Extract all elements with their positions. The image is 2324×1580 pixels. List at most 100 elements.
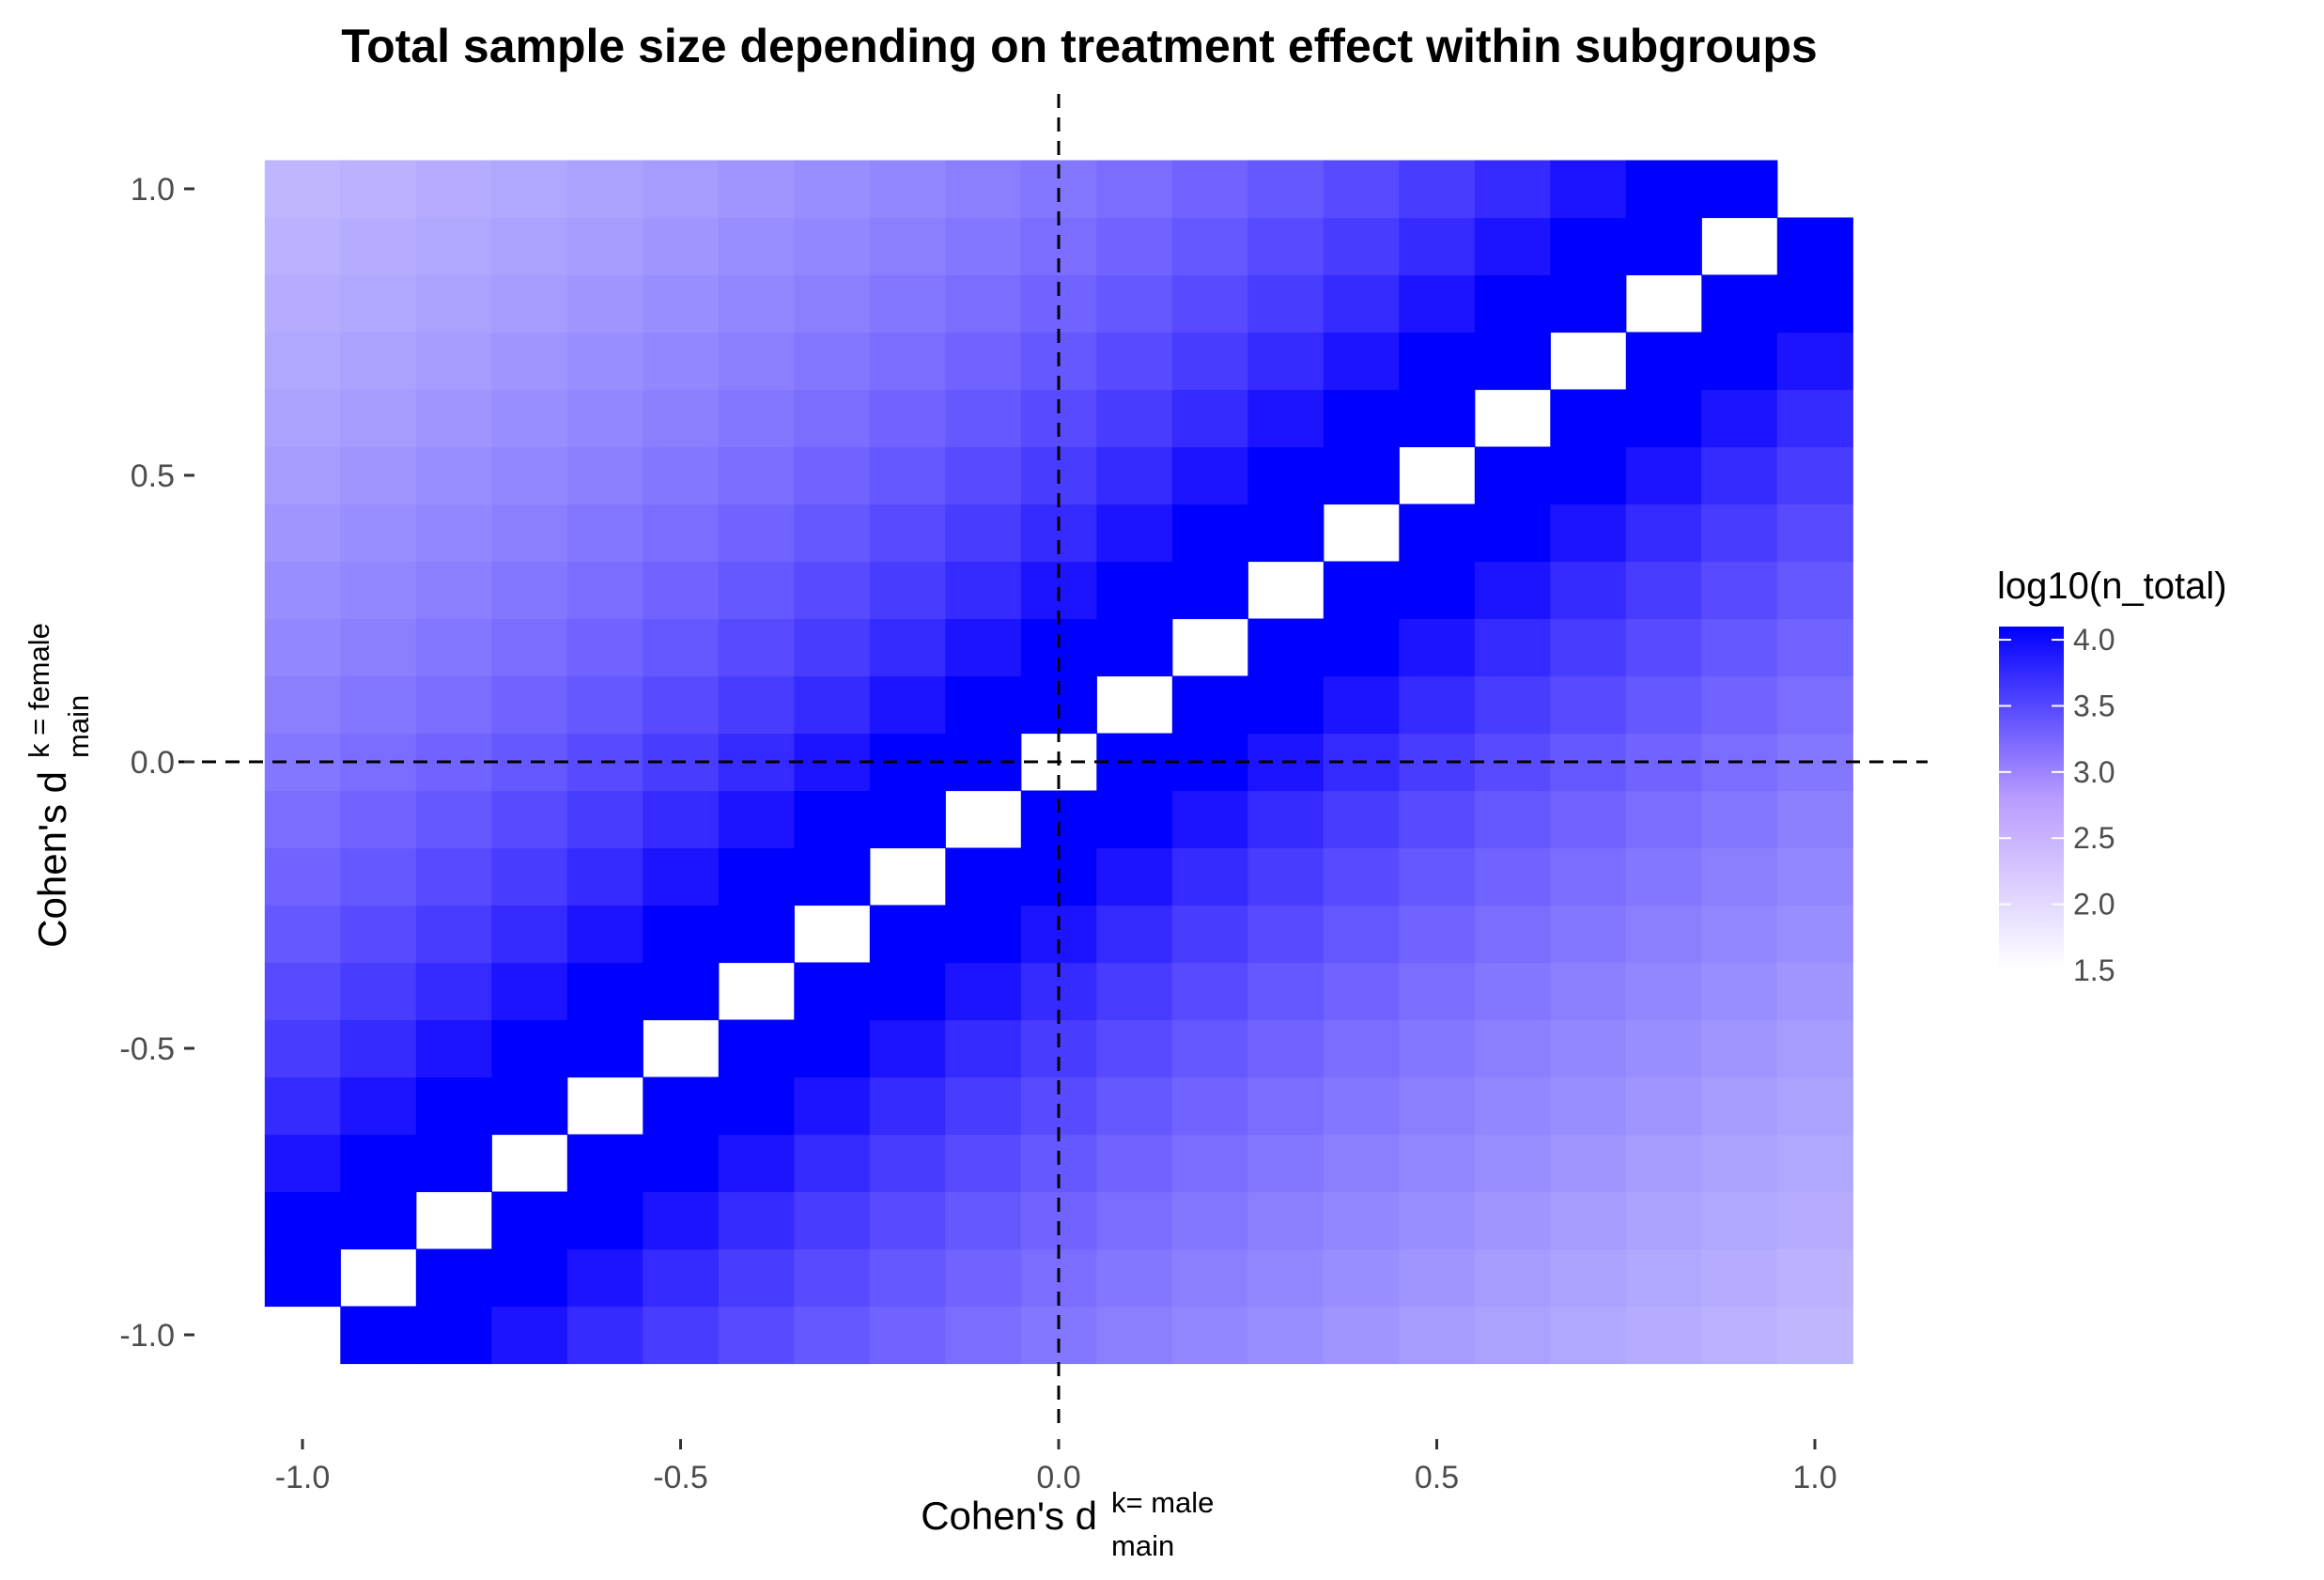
heatmap-cell bbox=[1701, 1248, 1778, 1308]
heatmap-cell bbox=[1550, 1134, 1627, 1193]
heatmap-cell bbox=[340, 1019, 417, 1078]
heatmap-cell bbox=[415, 160, 492, 219]
heatmap-cell bbox=[415, 618, 492, 677]
heatmap-cell bbox=[415, 332, 492, 391]
heatmap-cell bbox=[1474, 675, 1551, 735]
heatmap-cell bbox=[340, 217, 417, 276]
heatmap-cell bbox=[1776, 503, 1853, 563]
x-axis-ticks: -1.0 -0.5 0.0 0.5 1.0 bbox=[275, 1439, 1837, 1495]
heatmap-cell bbox=[491, 1306, 568, 1365]
heatmap-cell bbox=[1625, 1077, 1702, 1136]
heatmap-cell bbox=[264, 1248, 341, 1308]
heatmap-cell bbox=[1474, 332, 1551, 391]
x-tick-label: -1.0 bbox=[275, 1460, 331, 1495]
heatmap-cell bbox=[945, 1019, 1022, 1078]
heatmap-cell bbox=[491, 905, 568, 964]
heatmap-cell bbox=[1323, 389, 1400, 448]
heatmap-cell bbox=[491, 1248, 568, 1308]
heatmap-cell bbox=[1625, 1248, 1702, 1308]
heatmap-cell bbox=[869, 1077, 946, 1136]
heatmap-cell bbox=[945, 217, 1022, 276]
heatmap-cell bbox=[1171, 905, 1248, 964]
legend-colorbar bbox=[1999, 627, 2064, 970]
heatmap-cell bbox=[1776, 217, 1853, 276]
heatmap-cell bbox=[1625, 618, 1702, 677]
heatmap-cell bbox=[794, 503, 871, 563]
heatmap-cell bbox=[1550, 905, 1627, 964]
heatmap-cell bbox=[491, 217, 568, 276]
heatmap-cell bbox=[945, 675, 1022, 735]
heatmap-cell bbox=[869, 618, 946, 677]
heatmap-cell bbox=[643, 1077, 720, 1136]
heatmap-cell bbox=[869, 503, 946, 563]
heatmap-cell bbox=[1701, 1306, 1778, 1365]
heatmap-cell bbox=[945, 1077, 1022, 1136]
heatmap-cell bbox=[264, 389, 341, 448]
heatmap-cell bbox=[340, 618, 417, 677]
heatmap-cell bbox=[340, 1134, 417, 1193]
heatmap-cell bbox=[1171, 217, 1248, 276]
heatmap-cell bbox=[566, 1191, 643, 1250]
heatmap-cell bbox=[1776, 389, 1853, 448]
heatmap-cell bbox=[1701, 675, 1778, 735]
heatmap-cell bbox=[718, 1306, 795, 1365]
heatmap-cell bbox=[1247, 1019, 1325, 1078]
heatmap-cell bbox=[1701, 1134, 1778, 1193]
heatmap-cell bbox=[643, 1248, 720, 1308]
heatmap-cell bbox=[1474, 1306, 1551, 1365]
heatmap-cell bbox=[869, 905, 946, 964]
heatmap-cell bbox=[718, 790, 795, 849]
heatmap-cell bbox=[1701, 1191, 1778, 1250]
heatmap-cell bbox=[1399, 217, 1476, 276]
heatmap-cell bbox=[1399, 274, 1476, 333]
heatmap-cell bbox=[1550, 503, 1627, 563]
legend-tick-label: 4.0 bbox=[2073, 623, 2115, 657]
heatmap-cell bbox=[1625, 561, 1702, 620]
heatmap-cell bbox=[1096, 733, 1173, 792]
heatmap-cell bbox=[1474, 160, 1551, 219]
heatmap-cell bbox=[1399, 675, 1476, 735]
heatmap-cell bbox=[1776, 1077, 1853, 1136]
heatmap-cell bbox=[1323, 332, 1400, 391]
heatmap-cell bbox=[1550, 389, 1627, 448]
heatmap-cell bbox=[1096, 217, 1173, 276]
heatmap-cell bbox=[794, 790, 871, 849]
heatmap-cell bbox=[794, 561, 871, 620]
heatmap-cell bbox=[491, 1191, 568, 1250]
heatmap-cell bbox=[1020, 389, 1097, 448]
heatmap-cell bbox=[1171, 503, 1248, 563]
x-tick-label: 0.0 bbox=[1036, 1460, 1080, 1495]
heatmap-cell bbox=[264, 790, 341, 849]
heatmap-cell bbox=[1020, 905, 1097, 964]
heatmap-cell bbox=[945, 1134, 1022, 1193]
heatmap-cell bbox=[1776, 332, 1853, 391]
heatmap-cell bbox=[1625, 389, 1702, 448]
heatmap-cell bbox=[945, 503, 1022, 563]
heatmap-cell bbox=[1625, 1134, 1702, 1193]
heatmap-cell bbox=[1399, 1077, 1476, 1136]
heatmap-cell bbox=[1776, 1019, 1853, 1078]
heatmap-cell bbox=[491, 847, 568, 906]
heatmap-cell bbox=[1096, 561, 1173, 620]
heatmap-cell bbox=[415, 733, 492, 792]
heatmap-cell bbox=[1323, 962, 1400, 1021]
x-tick-label: -0.5 bbox=[653, 1460, 708, 1495]
heatmap-cell bbox=[491, 675, 568, 735]
heatmap-cell bbox=[1625, 962, 1702, 1021]
heatmap-cell bbox=[1550, 1306, 1627, 1365]
legend-tick-label: 3.0 bbox=[2073, 755, 2115, 789]
heatmap-cell bbox=[1550, 1019, 1627, 1078]
heatmap-cell bbox=[718, 503, 795, 563]
heatmap-cell bbox=[1171, 160, 1248, 219]
heatmap-cell bbox=[415, 1077, 492, 1136]
heatmap-cell bbox=[1474, 217, 1551, 276]
heatmap-cell bbox=[415, 503, 492, 563]
heatmap-cell bbox=[794, 332, 871, 391]
heatmap-cell bbox=[1096, 1134, 1173, 1193]
heatmap-cell bbox=[718, 332, 795, 391]
heatmap-cell bbox=[1171, 332, 1248, 391]
legend-tick-label: 2.5 bbox=[2073, 821, 2115, 855]
heatmap-cell bbox=[1096, 446, 1173, 505]
heatmap-cell bbox=[415, 1134, 492, 1193]
